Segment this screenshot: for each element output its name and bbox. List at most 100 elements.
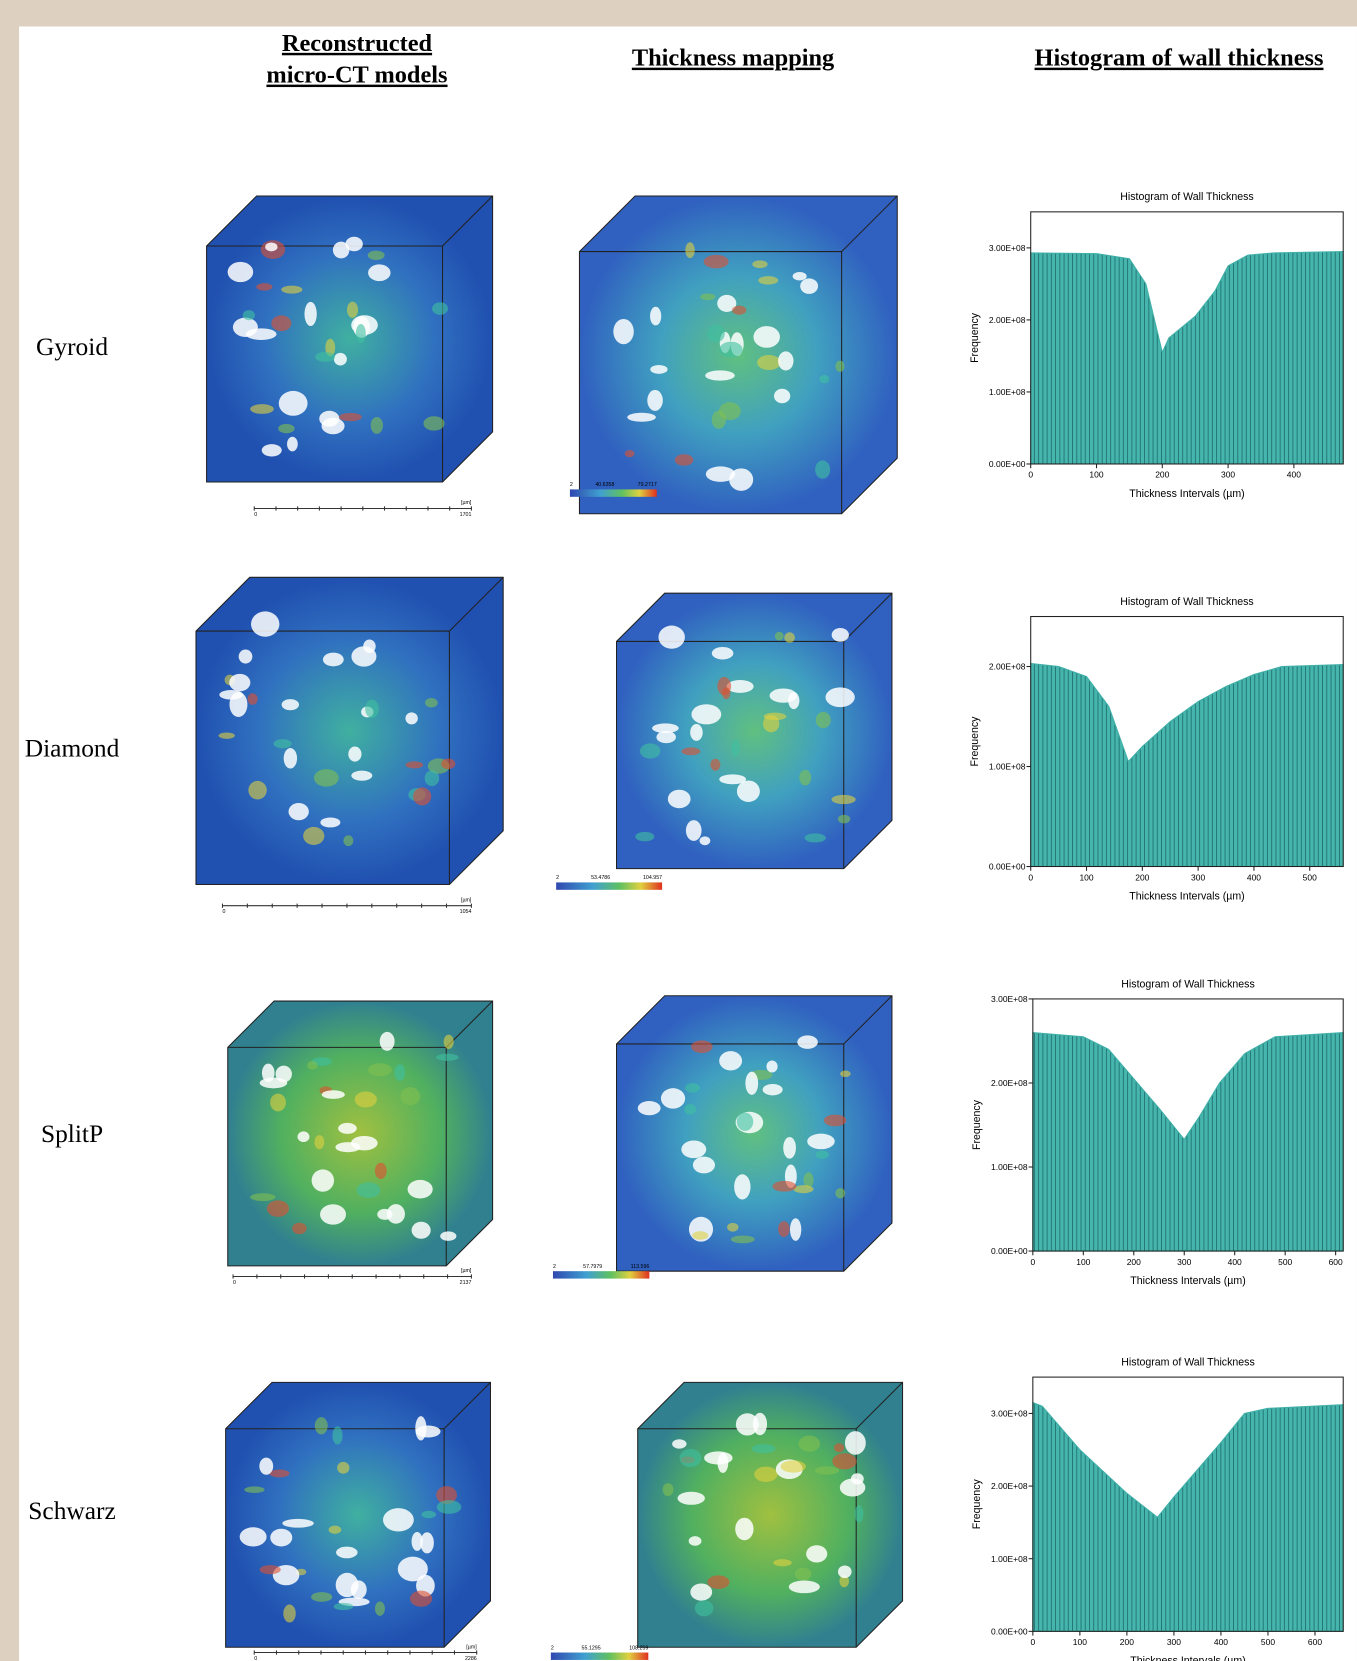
strut xyxy=(315,352,335,362)
pore xyxy=(770,689,797,703)
pore xyxy=(240,1527,267,1546)
chart-title: Histogram of Wall Thickness xyxy=(1121,1356,1254,1368)
cube-render xyxy=(228,1001,493,1266)
pore xyxy=(719,1051,742,1070)
cube-render xyxy=(617,593,892,868)
pore xyxy=(826,687,855,707)
strut xyxy=(758,276,778,284)
y-axis-label: Frequency xyxy=(969,312,981,363)
scale-unit: [µm] xyxy=(461,500,472,506)
x-tick-label: 500 xyxy=(1261,1637,1275,1647)
strut xyxy=(260,1565,281,1574)
strut xyxy=(314,1135,324,1149)
colorbar-label: 2 xyxy=(570,482,573,488)
strut xyxy=(824,1115,846,1127)
strut xyxy=(625,450,635,457)
strut xyxy=(707,325,725,343)
pore xyxy=(753,326,779,348)
colorbar xyxy=(551,1653,648,1660)
x-tick-label: 100 xyxy=(1073,1637,1087,1647)
colorbar xyxy=(553,1271,649,1278)
pore xyxy=(380,1032,395,1051)
pore xyxy=(840,1479,865,1497)
strut xyxy=(731,740,740,756)
strut xyxy=(834,1443,844,1452)
strut xyxy=(371,417,383,434)
strut xyxy=(365,700,379,718)
pore xyxy=(661,1088,685,1108)
pore xyxy=(338,1123,357,1134)
scale-label: 0 xyxy=(254,512,257,518)
strut xyxy=(816,712,831,728)
scale-label: 2137 xyxy=(460,1280,472,1286)
pore xyxy=(408,1180,433,1199)
pore xyxy=(260,1078,288,1089)
strut xyxy=(815,460,830,478)
pore xyxy=(259,1458,273,1475)
strut xyxy=(343,835,353,846)
strut xyxy=(675,454,694,465)
y-tick-label: 2.00E+08 xyxy=(989,315,1026,325)
strut xyxy=(375,1601,385,1615)
strut xyxy=(250,1193,275,1201)
pore xyxy=(333,242,350,259)
x-tick-label: 0 xyxy=(1030,1257,1035,1267)
pore xyxy=(440,1231,456,1240)
y-tick-label: 2.00E+08 xyxy=(991,1078,1028,1088)
pore xyxy=(270,1529,292,1547)
pore xyxy=(712,647,734,660)
y-tick-label: 0.00E+00 xyxy=(991,1246,1028,1256)
pore xyxy=(778,351,793,370)
pore xyxy=(334,353,347,366)
cube-render xyxy=(617,996,892,1271)
pore xyxy=(251,611,279,636)
y-tick-label: 2.00E+08 xyxy=(991,1481,1028,1491)
scale-unit: [µm] xyxy=(461,1268,472,1274)
strut xyxy=(695,1600,713,1616)
row-label: SplitP xyxy=(41,1120,103,1148)
strut xyxy=(635,832,654,842)
pore xyxy=(351,771,372,781)
strut xyxy=(680,1449,702,1467)
scale-unit: [µm] xyxy=(461,897,472,903)
pore xyxy=(282,699,299,710)
strut xyxy=(283,1605,295,1623)
pore xyxy=(686,820,702,841)
pore xyxy=(832,628,849,642)
chart-title: Histogram of Wall Thickness xyxy=(1121,978,1254,990)
strut xyxy=(244,1486,264,1493)
pore xyxy=(322,1090,345,1099)
colorbar-label: 53.4786 xyxy=(591,875,610,881)
strut xyxy=(640,743,660,758)
scale-label: 2286 xyxy=(465,1656,477,1661)
y-axis-label: Frequency xyxy=(971,1099,983,1150)
strut xyxy=(775,632,784,641)
strut xyxy=(332,1426,342,1444)
header: Histogram of wall thickness xyxy=(1035,45,1324,72)
pore xyxy=(233,318,258,337)
pore xyxy=(638,1101,661,1115)
y-tick-label: 1.00E+08 xyxy=(989,762,1026,772)
x-axis-label: Thickness Intervals (µm) xyxy=(1130,1655,1245,1661)
header: Reconstructed xyxy=(282,30,433,57)
cube-render xyxy=(196,577,503,884)
pore xyxy=(763,1084,783,1095)
pore xyxy=(745,1072,758,1095)
pore xyxy=(320,1204,346,1224)
pore xyxy=(734,1174,750,1199)
strut xyxy=(269,1470,289,1478)
strut xyxy=(815,1466,839,1474)
strut xyxy=(799,1436,821,1452)
colorbar-label: 2 xyxy=(556,875,559,881)
pore xyxy=(650,365,667,374)
strut xyxy=(707,1575,729,1588)
pore xyxy=(627,413,656,422)
strut xyxy=(355,1092,377,1108)
figure: Reconstructed micro-CT models Thickness … xyxy=(0,0,1357,1661)
strut xyxy=(764,713,787,721)
pore xyxy=(383,1508,414,1531)
strut xyxy=(413,787,431,805)
x-tick-label: 400 xyxy=(1214,1637,1228,1647)
strut xyxy=(784,632,795,642)
pore xyxy=(351,646,376,666)
